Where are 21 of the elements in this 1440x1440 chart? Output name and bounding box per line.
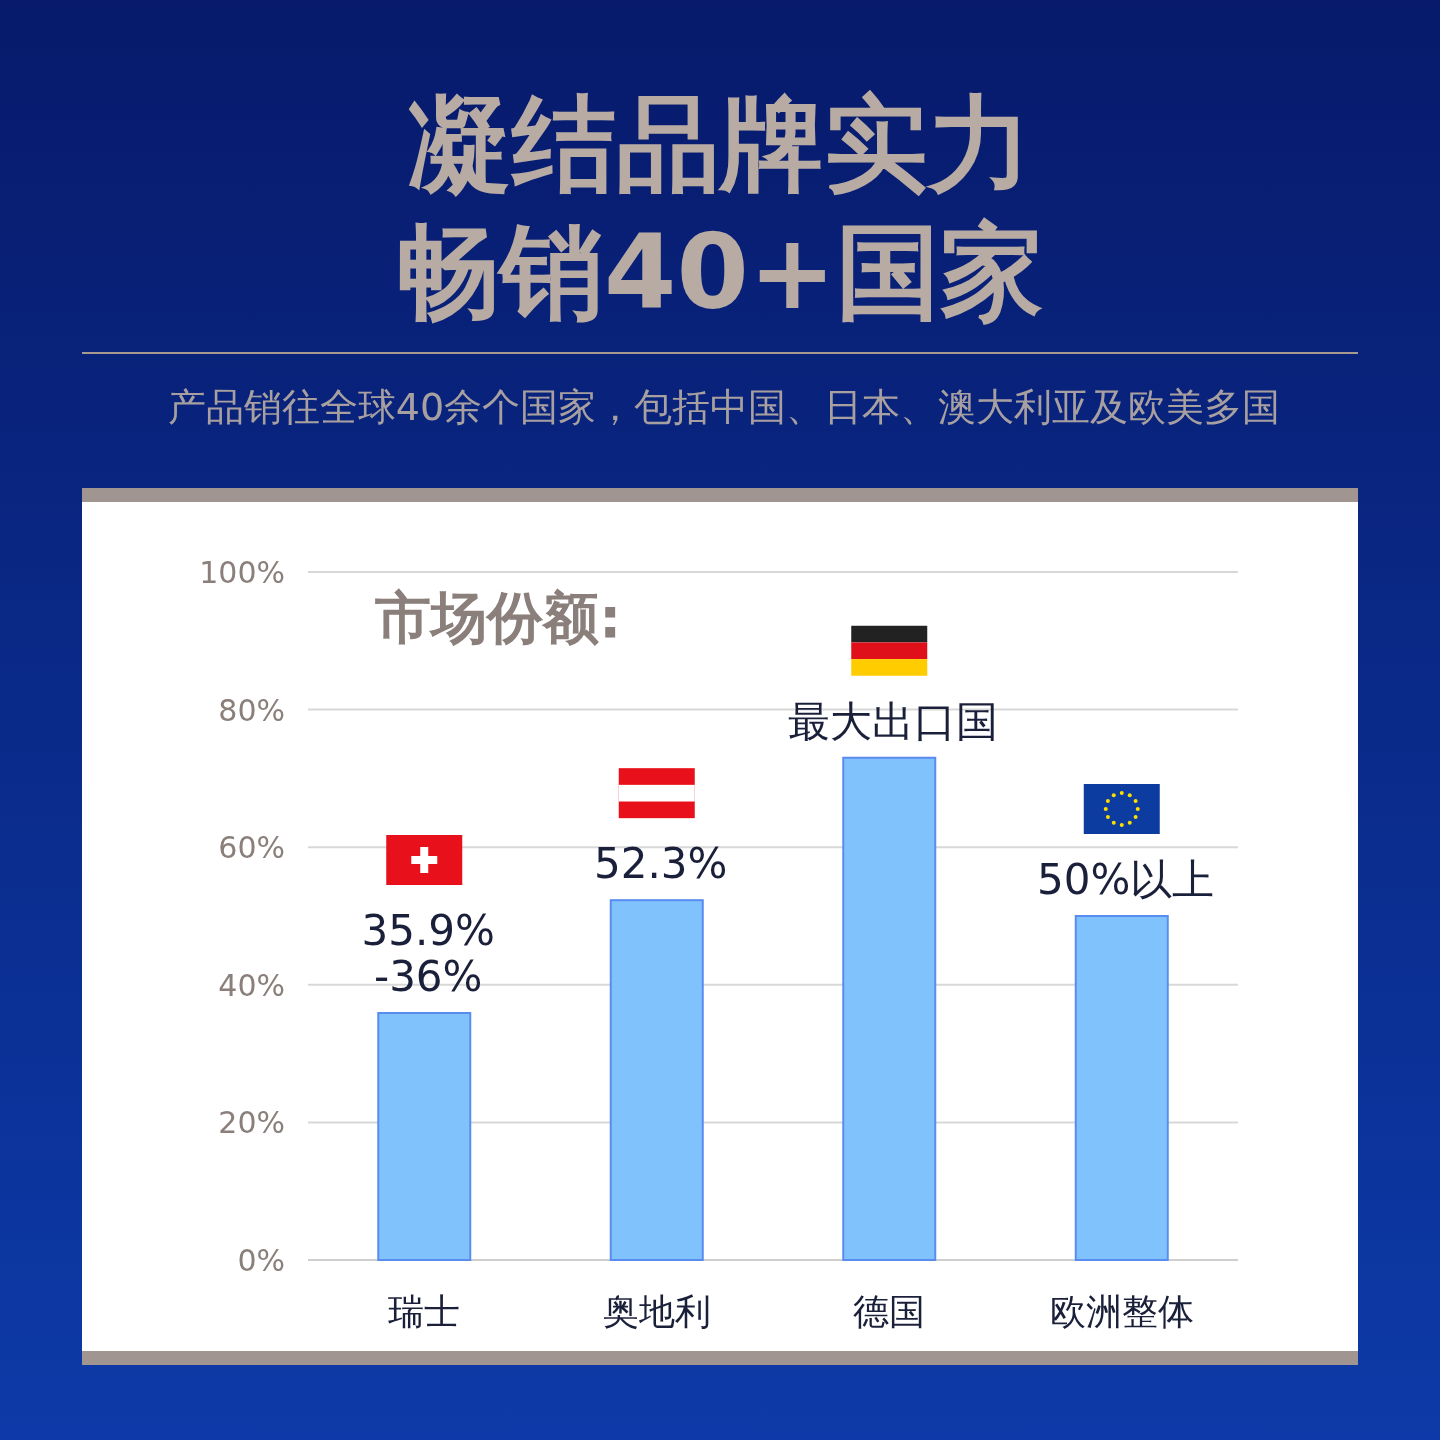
y-tick-label: 40% bbox=[218, 967, 285, 1003]
x-tick-label: 德国 bbox=[853, 1291, 926, 1332]
data-label: 最大出口国 bbox=[788, 696, 999, 746]
chart-subtitle: 产品销往全球40余个国家，包括中国、日本、澳大利亚及欧美多国 bbox=[167, 385, 1281, 429]
data-label: 35.9% -36% bbox=[361, 906, 495, 1002]
chart-title: 凝结品牌实力畅销40+国家 bbox=[396, 83, 1044, 333]
x-tick-label: 瑞士 bbox=[388, 1291, 461, 1332]
bar bbox=[842, 756, 937, 1261]
y-tick-label: 20% bbox=[218, 1105, 285, 1141]
data-label: 50%以上 bbox=[1037, 855, 1215, 904]
x-tick-label: 奥地利 bbox=[602, 1291, 711, 1332]
y-tick-label: 100% bbox=[199, 555, 285, 590]
y-tick-label: 0% bbox=[237, 1243, 285, 1278]
y-tick-label: 60% bbox=[218, 830, 285, 866]
annotation: 市场份额: bbox=[374, 585, 622, 650]
bar bbox=[377, 1012, 472, 1261]
bar bbox=[609, 899, 704, 1261]
data-label: 52.3% bbox=[594, 839, 728, 889]
x-tick-label: 欧洲整体 bbox=[1049, 1291, 1194, 1332]
bar bbox=[1074, 915, 1169, 1261]
y-tick-label: 80% bbox=[218, 692, 285, 728]
